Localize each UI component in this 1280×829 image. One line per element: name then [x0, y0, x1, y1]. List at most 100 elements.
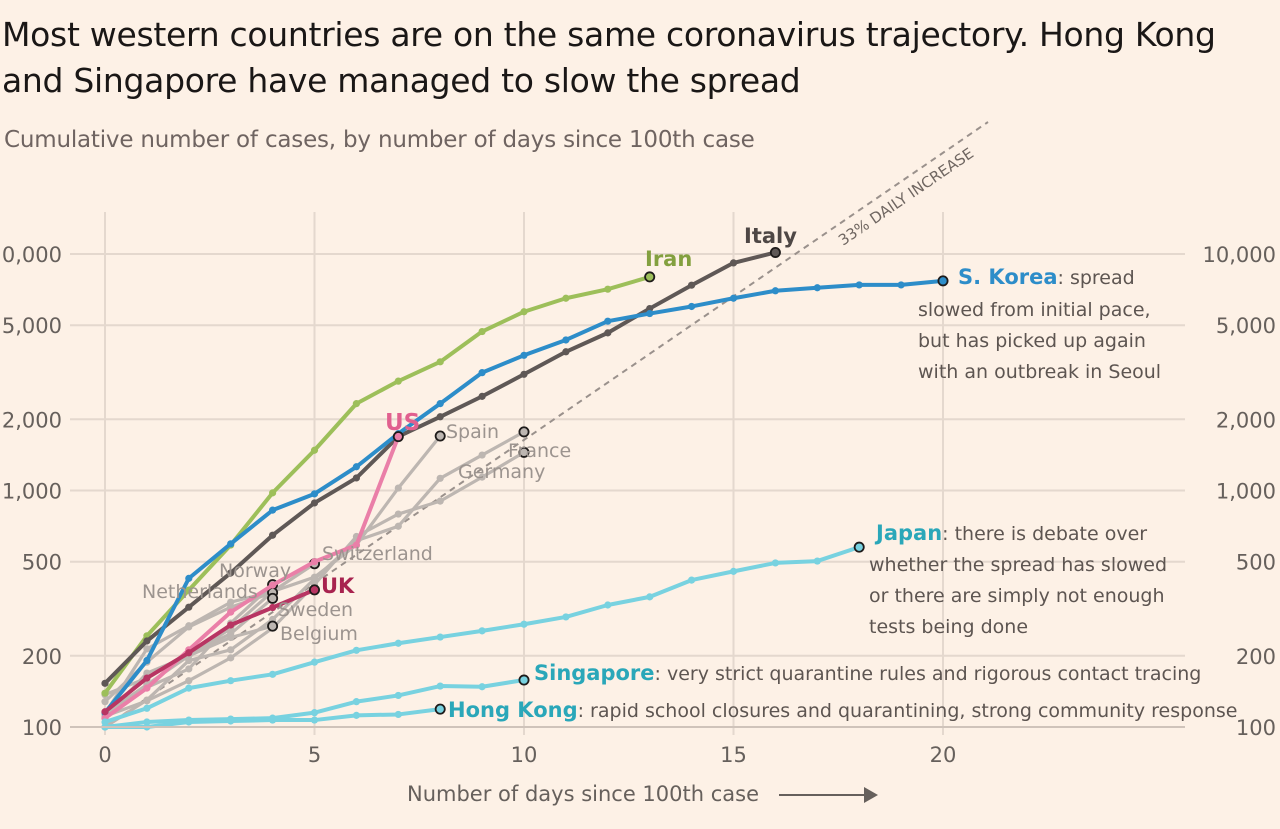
data-point — [604, 317, 612, 325]
data-point — [101, 718, 109, 726]
y-tick-label-left: 100 — [22, 716, 62, 740]
series-end-marker — [267, 620, 279, 632]
data-point — [771, 559, 780, 567]
annotation-hong-kong-text: : rapid school closures and quarantining… — [578, 700, 1238, 722]
data-point — [101, 689, 109, 697]
data-point — [143, 704, 151, 712]
series-end-marker — [644, 271, 656, 283]
label-iran: Iran — [645, 247, 692, 271]
data-point — [185, 574, 193, 582]
y-tick-label-right: 10,000 — [1203, 243, 1276, 267]
annotation-japan-line: or there are simply not enough — [869, 585, 1165, 607]
annotation-s-korea-line: with an outbreak in Seoul — [918, 361, 1161, 383]
annotation-s-korea: S. Korea: spread — [958, 265, 1135, 289]
data-point — [394, 639, 402, 647]
data-point — [520, 351, 528, 359]
data-point — [352, 698, 360, 706]
data-point — [771, 287, 780, 295]
data-point — [310, 658, 319, 666]
data-point — [227, 598, 235, 606]
data-point — [436, 474, 444, 482]
data-point — [604, 329, 612, 337]
data-point — [143, 718, 151, 726]
series-line — [103, 587, 317, 714]
data-point — [352, 541, 360, 549]
data-point — [269, 489, 277, 497]
data-point — [227, 646, 235, 654]
data-point — [185, 684, 193, 692]
data-point — [436, 358, 444, 366]
series-end-marker — [518, 446, 530, 458]
y-tick-label-left: 1,000 — [2, 480, 62, 504]
data-point — [604, 285, 612, 293]
data-point — [394, 710, 402, 719]
data-point — [310, 446, 319, 454]
data-point — [562, 613, 570, 621]
grid — [70, 212, 1185, 735]
annotation-s-korea-text: : spread — [1058, 267, 1135, 289]
data-point — [688, 281, 696, 289]
data-point — [185, 677, 193, 685]
data-point — [813, 284, 821, 292]
series-end-marker — [853, 541, 865, 553]
label-netherlands: Netherlands — [142, 581, 258, 603]
series-end-marker — [267, 592, 279, 604]
x-tick-label: 10 — [511, 743, 538, 767]
data-point — [101, 708, 109, 716]
series-end-marker — [434, 703, 446, 715]
x-tick-label: 15 — [720, 743, 747, 767]
annotation-s-korea-line: slowed from initial pace, — [918, 299, 1151, 321]
data-point — [185, 603, 193, 611]
data-point — [143, 684, 151, 692]
data-point — [352, 400, 360, 408]
x-axis-label: Number of days since 100th case — [407, 782, 759, 806]
data-point — [269, 716, 277, 724]
data-point — [897, 281, 905, 289]
data-point — [729, 567, 738, 575]
data-point — [562, 336, 570, 344]
annotation-singapore-name: Singapore — [534, 661, 655, 685]
series-line — [103, 274, 652, 696]
data-point — [143, 674, 151, 682]
data-point — [729, 294, 738, 302]
data-point — [394, 522, 402, 530]
y-tick-label-left: 500 — [22, 551, 62, 575]
label-uk: UK — [321, 574, 355, 598]
series-hong-kong — [101, 703, 446, 731]
data-point — [227, 540, 235, 548]
data-point — [729, 259, 738, 267]
data-point — [310, 716, 319, 724]
y-tick-label-right: 200 — [1236, 645, 1276, 669]
data-point — [855, 281, 863, 289]
label-norway: Norway — [219, 560, 291, 582]
data-point — [352, 711, 360, 719]
annotation-japan-text: : there is debate over — [942, 523, 1147, 545]
label-us: US — [385, 410, 420, 436]
y-tick-label-left: 2,000 — [2, 408, 62, 432]
data-point — [688, 576, 696, 584]
data-point — [185, 623, 193, 631]
data-point — [269, 531, 277, 539]
data-point — [310, 499, 319, 507]
series-s-korea — [101, 275, 949, 717]
data-point — [646, 304, 654, 313]
data-point — [101, 698, 109, 706]
data-point — [646, 309, 654, 318]
data-point — [478, 451, 486, 459]
label-france: France — [508, 440, 571, 462]
data-point — [688, 302, 696, 311]
y-tick-label-right: 1,000 — [1216, 480, 1276, 504]
label-switzerland: Switzerland — [322, 543, 433, 565]
labels: Iran Italy US UK S. Korea: spread slowed from… — [142, 224, 1237, 722]
x-tick-label: 20 — [930, 743, 957, 767]
series-end-marker — [937, 275, 949, 287]
data-point — [310, 490, 319, 498]
data-point — [520, 370, 528, 378]
data-point — [352, 646, 360, 654]
x-tick-label: 0 — [98, 743, 111, 767]
label-germany: Germany — [458, 461, 545, 483]
data-point — [269, 670, 277, 678]
annotation-japan-line: tests being done — [869, 616, 1028, 638]
data-point — [227, 569, 235, 577]
